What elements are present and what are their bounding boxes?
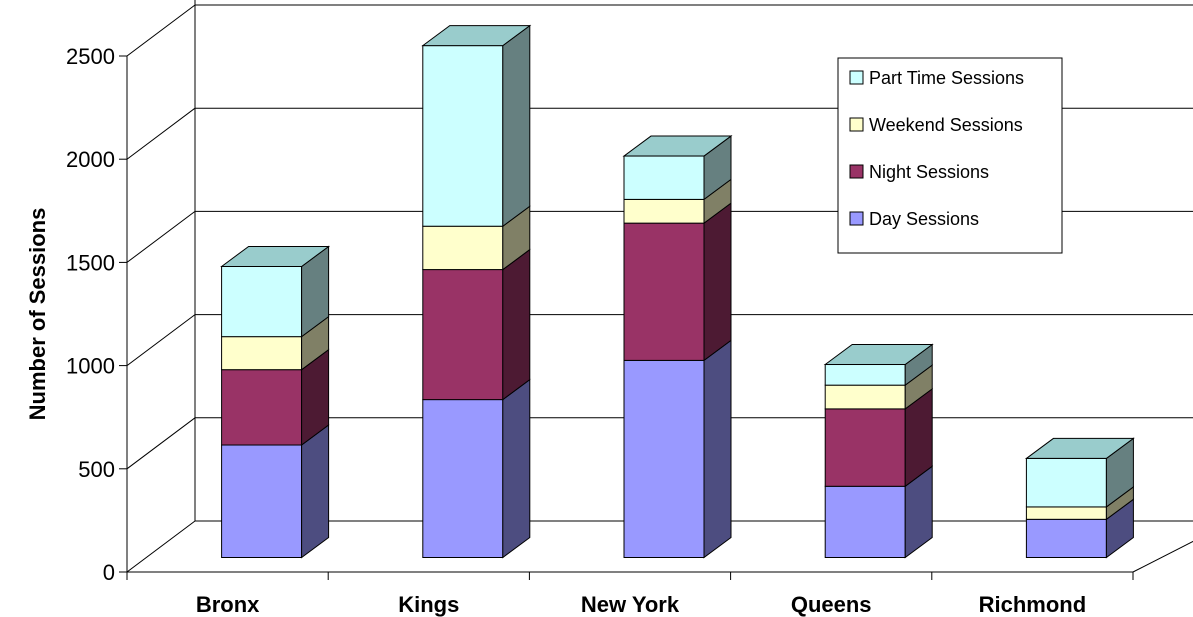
x-tick-label: Kings <box>398 592 459 617</box>
y-tick-label: 1000 <box>66 354 115 379</box>
bar-segment <box>221 424 330 559</box>
bar-segment <box>824 387 933 488</box>
x-tick-label: Queens <box>791 592 872 617</box>
y-tick-label: 2500 <box>66 44 115 69</box>
bar-top-face <box>1024 437 1135 459</box>
legend-swatch <box>849 211 864 226</box>
x-tick-label: New York <box>581 592 680 617</box>
x-tick-label: Richmond <box>979 592 1087 617</box>
legend-item: Day Sessions <box>849 209 979 229</box>
bar-segment <box>221 315 330 371</box>
bar-segment <box>422 248 531 401</box>
x-tick-label: Bronx <box>196 592 260 617</box>
y-tick-label: 0 <box>103 560 115 585</box>
gridline <box>126 4 1193 57</box>
y-tick-label: 2000 <box>66 147 115 172</box>
bar-stack-queens <box>823 343 934 559</box>
legend-swatch <box>849 164 864 179</box>
legend-label: Part Time Sessions <box>869 68 1024 88</box>
bar-top-face <box>823 344 934 366</box>
y-tick-label: 500 <box>78 457 115 482</box>
y-tick-label: 1500 <box>66 250 115 275</box>
bar-segment <box>422 378 531 559</box>
bar-segment <box>824 364 933 410</box>
bar-top-face <box>421 25 532 47</box>
bar-segment <box>1025 498 1134 559</box>
bar-top-face <box>622 135 733 157</box>
bar-segment <box>623 202 732 362</box>
bar-stack-new-york <box>622 135 733 559</box>
bar-top-face <box>220 245 331 267</box>
bar-segment <box>824 465 933 559</box>
bar-segment <box>422 205 531 271</box>
bar-segment <box>622 135 733 201</box>
legend: Part Time Sessions Weekend Sessions Night … <box>837 57 1063 254</box>
legend-swatch <box>849 70 864 85</box>
legend-item: Weekend Sessions <box>849 115 1023 135</box>
bar-stack-kings <box>421 24 532 559</box>
bar-segment <box>623 178 732 225</box>
legend-item: Part Time Sessions <box>849 68 1024 88</box>
floor-right-edge <box>1132 540 1193 573</box>
y-axis-title: Number of Sessions <box>25 208 50 421</box>
bar-segment <box>823 343 934 387</box>
legend-label: Weekend Sessions <box>869 115 1023 135</box>
bar-segment <box>1024 437 1135 508</box>
legend-swatch <box>849 117 864 132</box>
bar-segment <box>220 245 331 338</box>
bar-segment <box>221 348 330 447</box>
bar-segment <box>421 24 532 228</box>
bar-stack-richmond <box>1024 437 1135 559</box>
bar-segment <box>623 339 732 559</box>
legend-label: Day Sessions <box>869 209 979 229</box>
bar-stack-bronx <box>220 245 331 559</box>
legend-label: Night Sessions <box>869 162 989 182</box>
legend-item: Night Sessions <box>849 162 989 182</box>
